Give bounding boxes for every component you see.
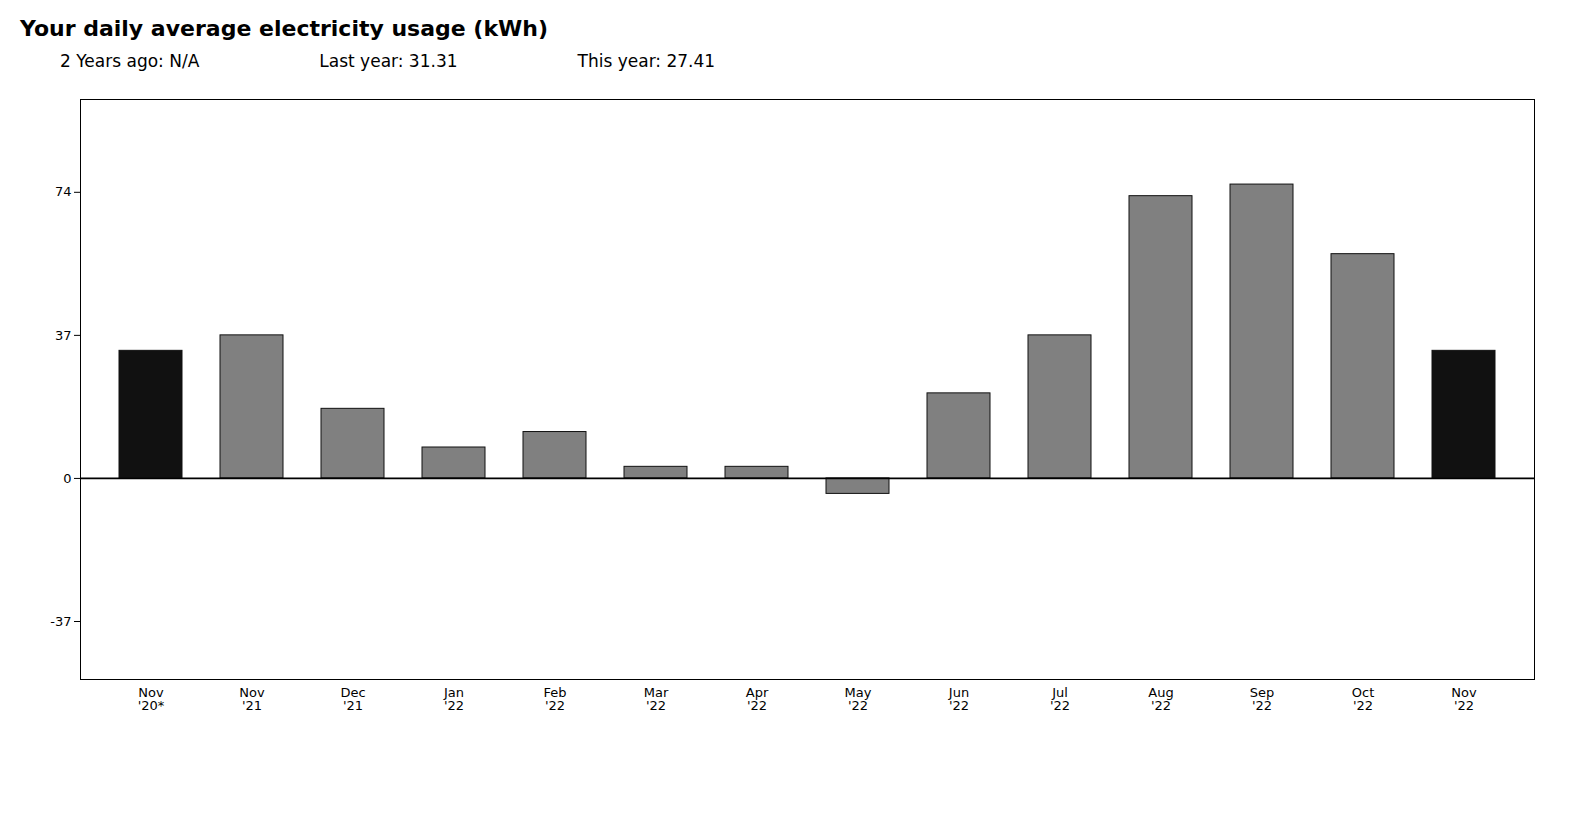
svg-text:Apr'22: Apr'22 [746, 685, 769, 713]
html-text:Your daily average electricity: Your daily average electricity usage (kW… [20, 16, 548, 41]
svg-text:0: 0 [63, 471, 71, 486]
svg-text:Nov'20*: Nov'20* [138, 685, 165, 713]
svg-text:Sep'22: Sep'22 [1250, 685, 1275, 713]
svg-text:Aug'22: Aug'22 [1148, 685, 1173, 713]
svg-text:-37: -37 [50, 614, 71, 629]
svg-text:37: 37 [55, 328, 72, 343]
svg-text:May'22: May'22 [845, 685, 872, 713]
html-text:This year: 27.41: This year: 27.41 [577, 51, 716, 71]
svg-text:Jul'22: Jul'22 [1050, 685, 1070, 713]
svg-text:Nov'22: Nov'22 [1451, 685, 1477, 713]
svg-text:Dec'21: Dec'21 [340, 685, 365, 713]
svg-text:Mar'22: Mar'22 [644, 685, 669, 713]
svg-text:Nov'21: Nov'21 [239, 685, 265, 713]
svg-text:Jun'22: Jun'22 [948, 685, 969, 713]
svg-text:Jan'22: Jan'22 [443, 685, 464, 713]
html-text:2 Years ago: N/A: 2 Years ago: N/A [60, 51, 200, 71]
html-text:Last year: 31.31: Last year: 31.31 [319, 51, 458, 71]
svg-text:Oct'22: Oct'22 [1352, 685, 1374, 713]
svg-text:74: 74 [55, 184, 72, 199]
svg-text:Feb'22: Feb'22 [543, 685, 566, 713]
